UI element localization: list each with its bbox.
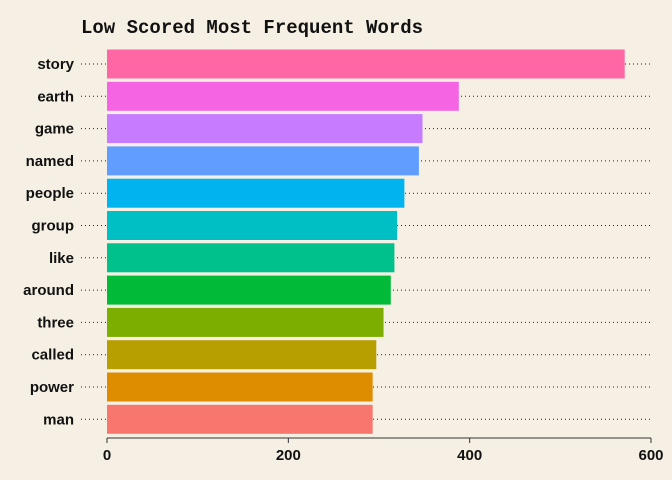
- bar-earth: [107, 81, 459, 111]
- x-axis: 0 200 400 600: [103, 437, 664, 464]
- bar-story: [107, 49, 625, 79]
- bar-three: [107, 307, 384, 337]
- category-label-earth: earth: [37, 88, 74, 105]
- x-tick-label-600: 600: [638, 447, 663, 464]
- category-label-three: three: [37, 314, 74, 331]
- category-labels: story earth game named people group like around…: [23, 56, 74, 428]
- bar-group: [107, 211, 398, 240]
- category-label-named: named: [26, 153, 74, 170]
- bars: [107, 49, 625, 434]
- bar-man: [107, 404, 373, 434]
- bar-people: [107, 178, 405, 208]
- bar-around: [107, 275, 391, 305]
- x-tick-label-200: 200: [276, 447, 301, 464]
- category-label-game: game: [35, 121, 74, 138]
- bar-called: [107, 340, 377, 370]
- x-tick-label-0: 0: [103, 447, 111, 464]
- category-label-man: man: [43, 411, 74, 428]
- category-label-around: around: [23, 282, 74, 299]
- category-label-story: story: [37, 56, 74, 73]
- category-label-group: group: [32, 218, 75, 235]
- category-label-people: people: [26, 185, 74, 202]
- category-label-like: like: [49, 250, 74, 267]
- x-tick-label-400: 400: [457, 447, 482, 464]
- category-label-called: called: [31, 347, 74, 364]
- bar-power: [107, 372, 373, 402]
- category-label-power: power: [30, 379, 74, 396]
- bar-game: [107, 114, 423, 144]
- bar-named: [107, 146, 419, 176]
- bar-like: [107, 243, 395, 273]
- chart-title: Low Scored Most Frequent Words: [81, 17, 423, 39]
